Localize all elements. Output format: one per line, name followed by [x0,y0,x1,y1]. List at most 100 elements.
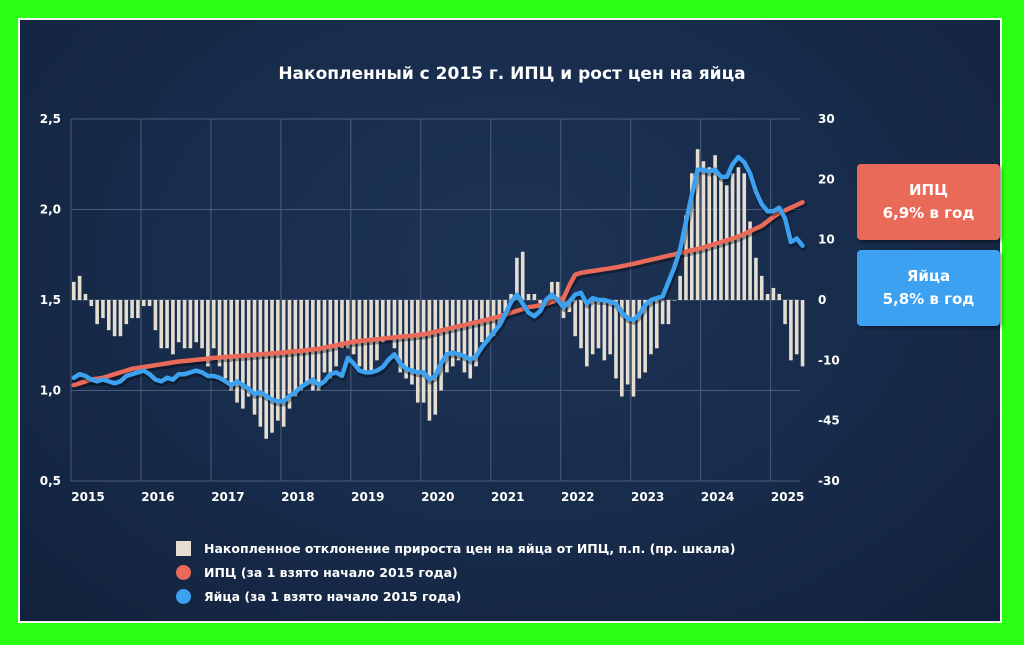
deviation-bar [468,300,473,379]
deviation-bar [631,300,636,397]
deviation-bar [322,300,327,373]
deviation-bar [264,300,268,439]
deviation-bar [748,221,752,300]
deviation-bar [223,300,228,379]
deviation-bar [106,300,111,331]
deviation-bar [136,300,140,319]
legend-label: Накопленное отклонение прироста цен на я… [204,540,736,556]
deviation-bar [305,300,309,385]
legend-item-cpi: ИПЦ (за 1 взято начало 2015 года) [176,560,735,584]
left-tick-label: 0,5 [40,474,61,488]
deviation-bar [759,275,764,300]
deviation-bar [130,300,134,319]
deviation-bar [235,300,239,403]
deviation-bar [101,300,105,319]
chart-title: Накопленный с 2015 г. ИПЦ и рост цен на … [278,64,746,84]
deviation-bar [421,300,426,403]
legend-item-eggs: Яйца (за 1 взято начало 2015 года) [176,584,735,608]
x-tick-label: 2019 [351,490,384,504]
deviation-bar [742,173,747,300]
deviation-bar [474,300,478,367]
deviation-bar [678,275,682,300]
deviation-bar [182,300,187,349]
deviation-bar [293,300,298,397]
deviation-bar [217,300,222,367]
deviation-bar [672,300,677,301]
deviation-bar [287,300,292,409]
deviation-bar [684,215,688,300]
deviation-bar [509,293,513,300]
deviation-bar [456,300,461,361]
deviation-bar [206,300,210,367]
x-tick-label: 2024 [701,490,734,504]
deviation-bar [118,300,123,337]
right-tick-label: 0 [818,293,826,307]
right-tick-label: 10 [818,233,835,247]
deviation-bar [380,300,385,343]
deviation-bar [602,300,607,361]
right-tick-label: 20 [818,172,835,186]
deviation-bar [404,300,408,379]
deviation-bar [258,300,263,427]
deviation-bar [311,300,315,391]
deviation-bar [153,300,158,331]
deviation-bar [246,300,251,397]
deviation-bar [433,300,438,415]
deviation-bar [375,300,379,361]
eggs-box-title: Яйца [906,267,951,285]
deviation-bar [713,155,717,300]
right-tick-label: -10 [818,353,840,367]
deviation-bar [316,300,321,391]
deviation-bar [520,251,525,300]
deviation-bar [147,300,152,307]
deviation-bar [252,300,257,415]
deviation-bar [462,300,467,373]
deviation-bar [427,300,432,421]
left-tick-label: 1,0 [40,384,61,398]
deviation-bar [229,300,234,391]
deviation-bar [159,300,164,349]
deviation-bar [95,300,99,325]
deviation-bar [660,300,665,325]
deviation-bar [410,300,414,385]
legend-label: Яйца (за 1 взято начало 2015 года) [204,588,462,604]
x-tick-label: 2015 [71,490,104,504]
legend: Накопленное отклонение прироста цен на я… [176,536,735,608]
deviation-bar [439,300,443,391]
deviation-bar [771,287,776,300]
eggs-summary-box: Яйца 5,8% в год [857,250,1000,326]
deviation-bar [340,300,344,349]
deviation-bar [112,300,117,337]
cpi-dot-icon [176,564,191,580]
deviation-bar [503,300,508,313]
deviation-bar [596,300,601,349]
deviation-bar [666,300,671,325]
cpi-summary-box: ИПЦ 6,9% в год [857,164,1000,240]
cpi-box-value: 6,9% в год [882,204,975,222]
deviation-bar [573,300,577,337]
deviation-bar [590,300,595,355]
right-tick-label: -30 [818,474,840,488]
deviation-bar [194,300,199,343]
eggs-dot-icon [176,588,191,604]
deviation-bar [567,300,572,313]
deviation-bar [171,300,175,355]
deviation-bar [165,300,169,349]
x-tick-label: 2022 [561,490,594,504]
legend-item-bars: Накопленное отклонение прироста цен на я… [176,536,735,560]
deviation-bar [176,300,181,343]
deviation-bar [450,300,455,367]
deviation-bar [357,300,362,367]
bar-swatch-icon [176,540,191,556]
deviation-bar [783,300,787,325]
x-tick-label: 2016 [141,490,174,504]
deviation-bar [695,149,700,300]
right-tick-label: -45 [818,414,840,428]
deviation-bar [515,257,519,300]
deviation-bar [754,257,758,300]
deviation-bar [351,300,356,355]
deviation-bar [270,300,274,433]
deviation-bar [415,300,420,403]
x-tick-label: 2025 [771,490,804,504]
